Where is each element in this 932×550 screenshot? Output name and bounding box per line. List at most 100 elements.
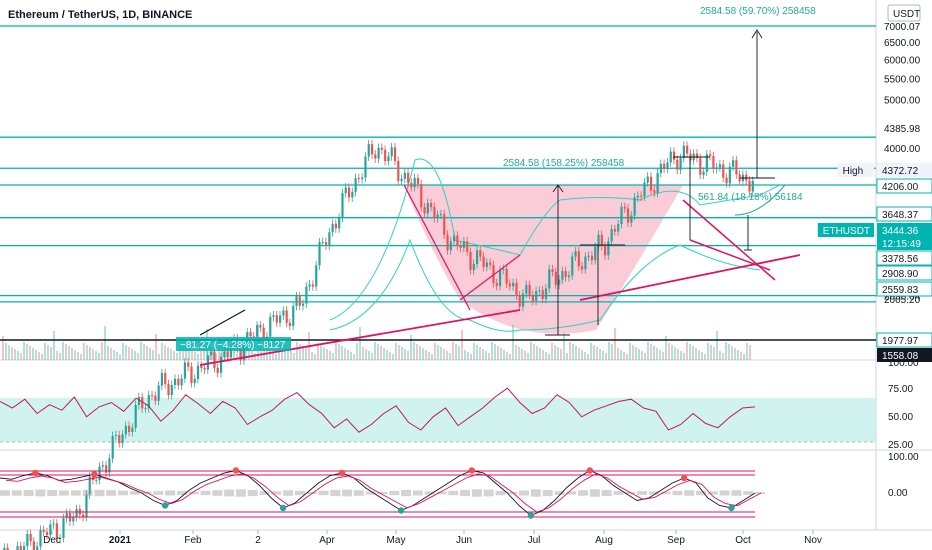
volume-bar <box>158 354 160 360</box>
stoch-hist-bar <box>696 490 707 496</box>
candle-body <box>331 223 334 233</box>
volume-bar <box>470 354 472 360</box>
stoch-hist-bar <box>554 491 565 495</box>
volume-bar <box>38 352 40 360</box>
price-tag-value: 3648.37 <box>882 210 919 221</box>
volume-bar <box>95 351 97 360</box>
price-tick-label: 7000.07 <box>884 22 921 33</box>
time-tick-label: Oct <box>735 535 751 546</box>
volume-bar <box>104 326 106 360</box>
stoch-hist-bar <box>389 490 400 496</box>
candle-body <box>380 147 383 150</box>
stoch-hist-bar <box>660 491 671 495</box>
candle-body <box>351 191 354 198</box>
volume-bar <box>302 346 304 360</box>
volume-bar <box>167 347 169 360</box>
candle-body <box>259 325 262 328</box>
candle-body <box>213 351 216 368</box>
trend-line-lower <box>199 309 521 366</box>
candle-body <box>679 158 682 170</box>
volume-bar <box>494 344 496 360</box>
volume-bar <box>143 344 145 360</box>
candle-body <box>55 523 59 539</box>
volume-bar <box>662 352 664 360</box>
candle-body <box>617 224 620 232</box>
candle-body <box>62 518 65 539</box>
stoch-hist-bar <box>743 491 754 495</box>
volume-bar <box>299 344 301 360</box>
volume-bar <box>347 350 349 360</box>
volume-bar <box>53 331 55 360</box>
stoch-hist-bar <box>707 491 718 495</box>
price-tick-label: 6000.00 <box>884 56 921 67</box>
volume-bar <box>632 345 634 360</box>
volume-bar <box>233 352 235 360</box>
currency-button[interactable] <box>887 4 921 22</box>
candle-body <box>3 547 6 550</box>
time-axis[interactable]: Dec 2021 Feb 2 Apr May Jun Jul Aug Sep Oct Nov <box>43 530 822 546</box>
price-tag-value: 1977.97 <box>882 336 919 347</box>
stoch-hist-bar <box>200 490 211 496</box>
stoch-hist-bar <box>365 491 376 495</box>
candle-body <box>275 315 278 323</box>
price-candles <box>3 139 754 550</box>
candle-body <box>387 156 390 162</box>
volume-bar <box>707 343 709 360</box>
price-tag-value: 1558.08 <box>882 351 919 362</box>
price-tick-label: 4000.00 <box>884 144 921 155</box>
candle-body <box>272 315 275 317</box>
volume-bar <box>482 349 484 360</box>
volume-bar <box>122 343 124 360</box>
volume-bar <box>182 344 184 360</box>
volume-bar <box>545 352 547 360</box>
candle-body <box>558 279 561 285</box>
candle-body <box>206 355 210 370</box>
candle-body <box>623 206 626 209</box>
volume-bar <box>602 351 604 360</box>
time-tick-label: Apr <box>319 535 335 546</box>
volume-bar <box>20 353 22 360</box>
candle-body <box>456 235 459 246</box>
candle-body <box>180 378 183 386</box>
time-tick-label: Nov <box>804 535 822 546</box>
candle-body <box>65 513 68 519</box>
candle-body <box>613 229 617 232</box>
volume-bar <box>731 346 733 360</box>
price-tag-value: 2908.90 <box>882 269 919 280</box>
candle-body <box>108 458 111 473</box>
candle-body <box>653 190 656 193</box>
candle-body <box>377 147 380 159</box>
candle-body <box>196 365 200 379</box>
stoch-dot <box>338 469 346 477</box>
candle-body <box>137 396 141 405</box>
candle-body <box>384 149 387 162</box>
volume-bar <box>722 353 724 360</box>
volume-bar <box>521 349 523 360</box>
candle-body <box>341 193 344 218</box>
volume-bar <box>380 346 382 360</box>
candle-body <box>407 172 410 183</box>
price-tag-value: 3378.56 <box>882 254 919 265</box>
stoch-dot <box>586 467 594 474</box>
stoch-dot <box>527 512 535 519</box>
volume-bar <box>509 354 511 360</box>
price-tags: 4372.72 High 4206.00 3648.37 3444.36 ETHUSDT 1… <box>817 163 932 362</box>
volume-bar <box>83 343 85 360</box>
volume-bar <box>686 342 688 360</box>
candle-body <box>531 294 534 301</box>
volume-bar <box>446 351 448 360</box>
volume-bar <box>305 348 307 360</box>
volume-bar <box>572 344 574 360</box>
candle-body <box>151 395 154 397</box>
volume-bar <box>527 353 529 360</box>
candle-body <box>219 356 223 373</box>
price-tag-value: 12:15:49 <box>882 239 921 250</box>
rsi-band <box>0 398 876 442</box>
stoch-hist-bar <box>294 490 305 496</box>
candle-body <box>279 315 282 323</box>
candle-body <box>374 154 377 159</box>
volume-bar <box>215 353 217 360</box>
volume-bar <box>575 346 577 360</box>
candle-body <box>600 234 603 247</box>
